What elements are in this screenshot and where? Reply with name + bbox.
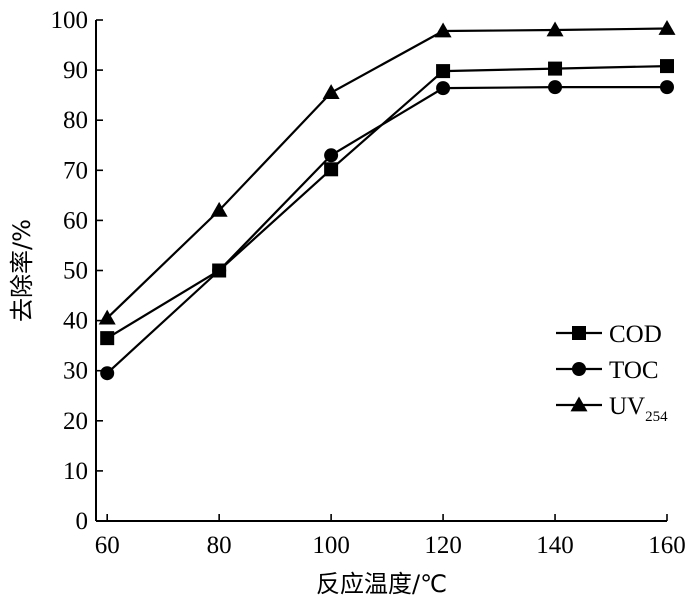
legend: COD TOC UV254 [556, 321, 668, 425]
x-tick-label: 100 [312, 532, 350, 559]
data-point-cod [100, 331, 115, 346]
data-point-cod [548, 61, 563, 76]
data-point-uv254 [546, 21, 564, 37]
data-point-cod [660, 59, 674, 74]
y-tick-label: 40 [63, 308, 88, 335]
y-tick-label: 50 [63, 258, 88, 285]
series-line-toc [106, 86, 667, 375]
series-layer [98, 20, 676, 381]
data-point-uv254 [658, 20, 676, 35]
x-axis-title: 反应温度/℃ [316, 570, 447, 598]
series-line-cod [106, 64, 668, 340]
legend-marker-toc [572, 362, 586, 376]
y-tick-label: 0 [76, 508, 89, 535]
y-tick-label: 70 [63, 157, 88, 184]
x-tick-label: 60 [95, 532, 120, 559]
y-tick-label: 60 [63, 207, 88, 234]
data-point-toc [212, 263, 227, 278]
data-point-uv254 [98, 309, 116, 325]
data-point-cod [324, 162, 339, 177]
data-point-toc [660, 80, 674, 95]
data-point-uv254 [434, 22, 452, 38]
x-tick-label: 80 [207, 532, 232, 559]
legend-label-uv254: UV254 [609, 393, 668, 425]
x-tick-label: 120 [424, 532, 462, 559]
data-point-uv254 [322, 84, 340, 100]
series-line-uv254 [106, 27, 668, 319]
y-tick-label: 20 [63, 408, 88, 435]
data-point-toc [324, 148, 339, 163]
data-point-toc [100, 366, 115, 381]
y-axis-title: 去除率/% [8, 219, 36, 322]
legend-marker-uv254 [570, 396, 588, 412]
legend-label-cod: COD [609, 321, 662, 348]
data-point-toc [548, 80, 563, 95]
legend-label-toc: TOC [609, 357, 659, 384]
data-point-uv254 [210, 201, 228, 217]
data-point-toc [436, 81, 451, 96]
axes: 0 10 20 30 40 50 60 70 80 90 100 60 80 100 120 140 160 [51, 7, 686, 559]
x-tick-label: 160 [648, 532, 686, 559]
y-tick-label: 80 [63, 107, 88, 134]
legend-marker-cod [572, 326, 586, 340]
y-tick-label: 90 [63, 57, 88, 84]
data-point-cod [436, 64, 451, 79]
y-tick-label: 10 [63, 458, 88, 485]
x-tick-label: 140 [536, 532, 574, 559]
y-tick-label: 30 [63, 358, 88, 385]
y-tick-label: 100 [51, 7, 89, 34]
